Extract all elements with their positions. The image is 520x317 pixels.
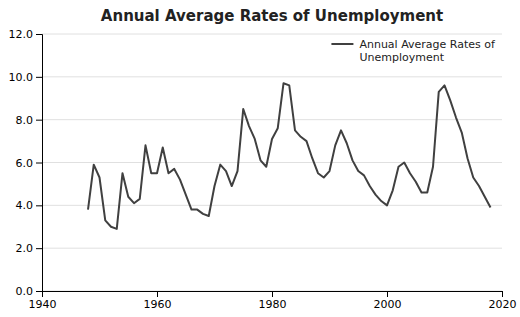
tick-label: 1960: [144, 298, 172, 311]
tick-mark: [272, 291, 273, 297]
axis-line: [36, 35, 43, 292]
y-tick: 6.0: [16, 157, 43, 170]
plot-area: [88, 83, 491, 229]
tick-label: 2020: [489, 298, 517, 311]
tick-label: 2.0: [16, 242, 34, 255]
series-line: [88, 83, 491, 229]
x-tick: 1960: [144, 291, 172, 311]
legend-swatch: [331, 43, 353, 45]
tick-label: 12.0: [9, 28, 34, 41]
legend-item: Annual Average Rates ofUnemployment: [331, 38, 496, 64]
x-tick: 2000: [374, 291, 402, 311]
tick-mark: [157, 291, 158, 297]
tick-mark: [387, 291, 388, 297]
x-tick: 2020: [489, 291, 517, 311]
tick-mark: [36, 34, 42, 35]
tick-label: 2000: [374, 298, 402, 311]
tick-label: 10.0: [9, 71, 34, 84]
legend-label: Annual Average Rates ofUnemployment: [359, 38, 496, 64]
tick-label: 4.0: [16, 199, 34, 212]
tick-label: 6.0: [16, 157, 34, 170]
y-axis: 0.0 2.0 4.0 6.0 8.0 10.0 12.0: [9, 28, 43, 298]
grid-line: [42, 34, 502, 35]
tick-mark: [36, 120, 42, 121]
tick-mark: [36, 205, 42, 206]
x-tick: 1980: [259, 291, 287, 311]
title: Annual Average Rates of Unemployment: [101, 7, 443, 25]
grid-line: [42, 205, 502, 206]
grid: [42, 34, 502, 291]
grid-line: [42, 248, 502, 249]
tick-mark: [36, 77, 42, 78]
grid-line: [42, 76, 502, 77]
y-tick: 0.0: [16, 285, 43, 298]
x-axis: 1940 1960 1980 2000 2020: [29, 291, 517, 311]
tick-mark: [36, 163, 42, 164]
tick-label: 0.0: [16, 285, 34, 298]
y-tick: 12.0: [9, 28, 43, 41]
y-tick: 4.0: [16, 199, 43, 212]
chart: 1940 1960 1980 2000 2020 0.0 2.0 4.0 6.0 8.0 10.0 1…: [0, 0, 520, 317]
tick-mark: [502, 291, 503, 297]
legend: Annual Average Rates ofUnemployment: [331, 38, 496, 64]
tick-label: 8.0: [16, 114, 34, 127]
tick-label: 1980: [259, 298, 287, 311]
y-tick: 2.0: [16, 242, 43, 255]
y-tick: 8.0: [16, 114, 43, 127]
y-tick: 10.0: [9, 71, 43, 84]
tick-mark: [36, 248, 42, 249]
axis-line: [43, 292, 503, 298]
tick-mark: [36, 291, 42, 292]
tick-label: 1940: [29, 298, 57, 311]
grid-line: [42, 119, 502, 120]
